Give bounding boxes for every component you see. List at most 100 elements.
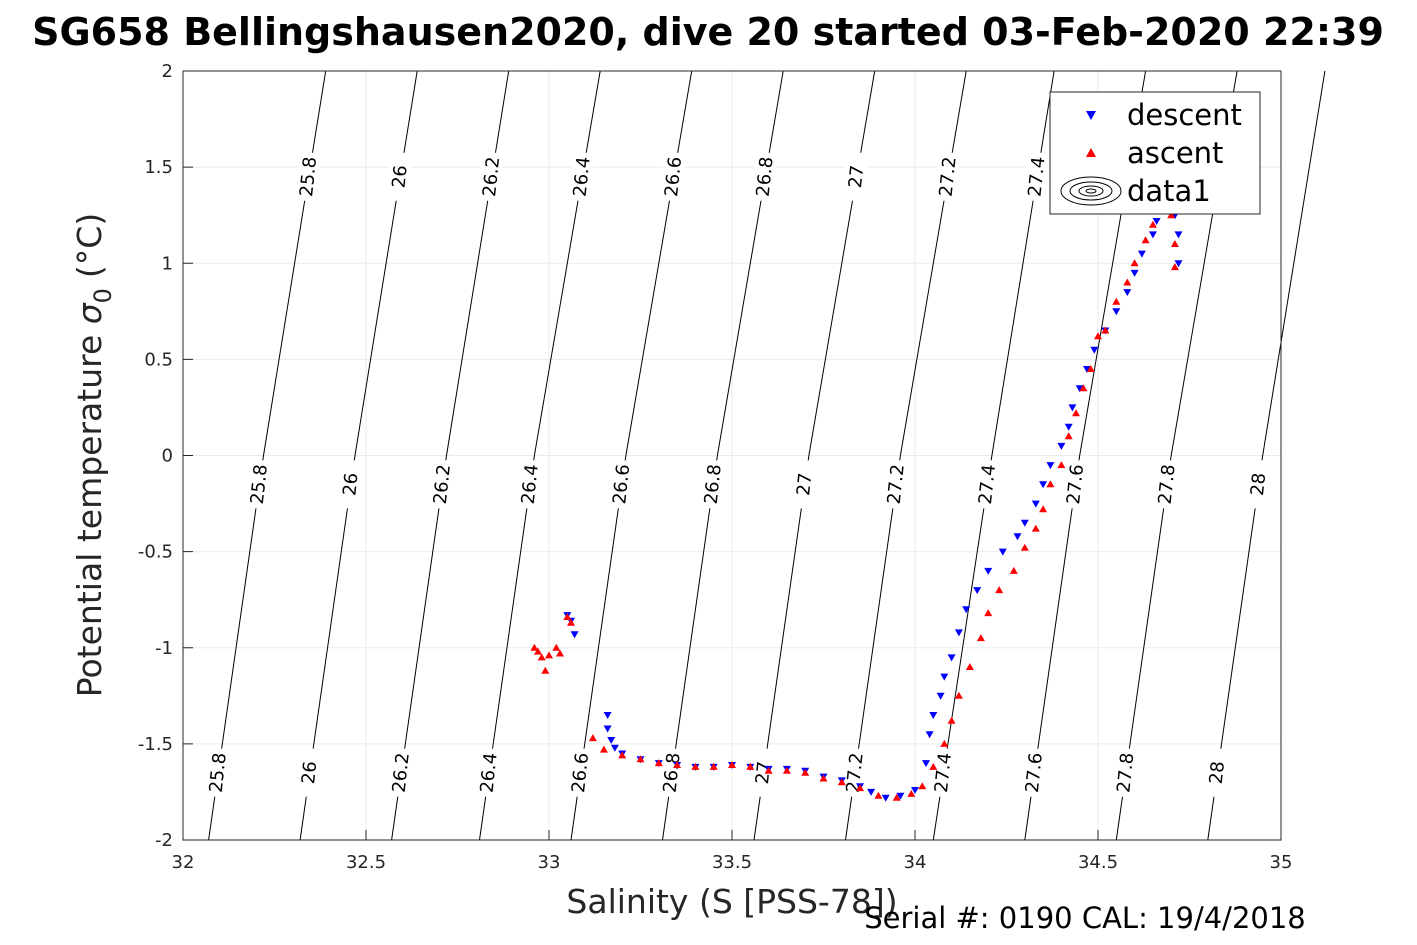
contour-label-bg (519, 460, 542, 509)
contour-label: 27.6 (1063, 463, 1088, 505)
ascent-point (892, 793, 901, 801)
contour-label-bg (248, 460, 271, 509)
contour-label-bg (571, 152, 594, 201)
descent-point (1039, 481, 1048, 489)
contour-label: 27.4 (1024, 156, 1049, 198)
contour-label: 27.8 (1155, 463, 1180, 505)
ascent-point (1009, 566, 1018, 574)
x-tick-label: 34 (904, 852, 927, 873)
descent-point (1174, 260, 1183, 268)
ascent-point (907, 789, 916, 797)
contour-label: 26.6 (661, 156, 686, 198)
contour-label: 26.8 (701, 463, 726, 505)
y-tick-label: 0.5 (144, 349, 173, 370)
ascent-point (984, 609, 993, 617)
contour-label-bg (1156, 460, 1179, 509)
descent-point (603, 712, 612, 719)
legend-descent-marker (1086, 111, 1096, 120)
ascent-point (1057, 461, 1066, 469)
ascent-point (728, 761, 736, 768)
y-tick-label: -0.5 (138, 542, 173, 563)
ascent-point (764, 766, 773, 774)
serial-cal-footer: Serial #: 0190 CAL: 19/4/2018 (864, 901, 1306, 935)
ascent-point (552, 643, 561, 651)
descent-point (922, 760, 930, 768)
descent-point (947, 654, 956, 662)
y-axis: -2 -1.5 -1 -0.5 0 0.5 1 1.5 2 (138, 61, 193, 851)
ascent-point (947, 716, 956, 724)
x-tick-label: 34.5 (1078, 852, 1118, 873)
y-tick-label: 1.5 (144, 157, 173, 178)
ascent-point (1086, 365, 1095, 372)
descent-point (940, 673, 949, 681)
contour-label: 26.4 (477, 752, 502, 794)
contour-label: 26.2 (389, 752, 414, 794)
contour-label-bg (339, 460, 362, 509)
x-tick-label: 32.5 (346, 852, 386, 873)
ascent-point (837, 778, 846, 786)
contour-label-bg (937, 152, 960, 201)
ascent-point (1072, 409, 1080, 417)
descent-point (881, 794, 890, 802)
y-axis-label: Potential temperature σ0 (°C) (70, 213, 117, 697)
descent-point (1057, 442, 1066, 450)
y-tick-label: 2 (162, 61, 173, 82)
descent-point (1083, 366, 1091, 373)
contour-label: 28 (1206, 760, 1229, 785)
y-tick-label: -1 (155, 638, 173, 659)
contour-label-bg (662, 152, 685, 201)
contour-label-bg (1025, 152, 1048, 201)
descent-point (1064, 423, 1073, 431)
ascent-point (954, 691, 963, 699)
ascent-point (588, 734, 597, 742)
ascent-point (1039, 505, 1048, 513)
contour-label-bg (976, 460, 999, 509)
contour-label-bg (1023, 748, 1046, 797)
contour-label: 27.8 (1113, 752, 1138, 794)
legend-descent-label: descent (1127, 98, 1242, 132)
contour-label: 25.8 (296, 156, 321, 198)
x-tick-label: 35 (1270, 852, 1293, 873)
contour-label-bg (932, 748, 955, 797)
descent-point (1046, 462, 1055, 470)
contour-label: 27 (793, 472, 816, 497)
ascent-point (1020, 543, 1029, 551)
contour-label: 27.2 (884, 463, 909, 505)
ascent-point (563, 613, 572, 620)
contour-label-bg (845, 152, 868, 201)
contour-label-bg (610, 460, 633, 509)
descent-point (1130, 269, 1139, 277)
descent-point (867, 788, 876, 796)
legend-data1-label: data1 (1127, 174, 1211, 208)
contour-label: 27.2 (936, 156, 961, 198)
ascent-point (782, 766, 791, 774)
ascent-point (1079, 384, 1088, 392)
legend-ascent-marker (1086, 148, 1096, 157)
ascent-point (1170, 263, 1179, 271)
contour-label: 26 (389, 164, 412, 189)
ascent-point (856, 784, 865, 792)
x-axis: 32 32.5 33 33.5 34 34.5 35 (172, 830, 1293, 873)
descent-point (1075, 385, 1084, 393)
ascent-point (1148, 220, 1157, 228)
contour-label: 26.2 (479, 156, 504, 198)
descent-point (610, 744, 619, 752)
x-tick-label: 33.5 (712, 852, 752, 873)
ascent-point (1101, 326, 1110, 334)
contour-label: 25.8 (247, 463, 272, 505)
ascent-point (537, 653, 546, 661)
contour-label: 27.4 (975, 463, 1000, 505)
x-tick-label: 33 (538, 852, 561, 873)
descent-point (984, 567, 993, 575)
y-tick-label: -2 (155, 830, 173, 851)
ascent-point (1170, 240, 1179, 247)
descent-point (1123, 289, 1132, 297)
ascent-point (618, 751, 627, 759)
descent-point (1068, 404, 1077, 412)
contour-label: 26.8 (660, 752, 685, 794)
contour-label: 26.6 (609, 463, 634, 505)
contour-label-bg (569, 748, 592, 797)
descent-point (1148, 231, 1157, 239)
descent-point (1152, 218, 1161, 225)
contour-label: 25.8 (206, 752, 231, 794)
